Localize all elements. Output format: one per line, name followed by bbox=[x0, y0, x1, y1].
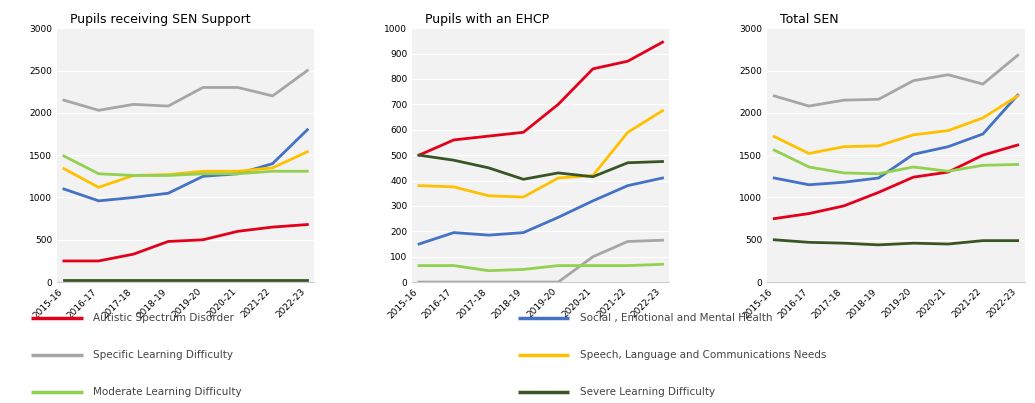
Text: Social , Emotional and Mental Health: Social , Emotional and Mental Health bbox=[580, 313, 772, 323]
Text: Speech, Language and Communications Needs: Speech, Language and Communications Need… bbox=[580, 350, 826, 360]
Text: Total SEN: Total SEN bbox=[780, 12, 838, 26]
Text: Specific Learning Difficulty: Specific Learning Difficulty bbox=[93, 350, 233, 360]
Text: Autistic Spectrum Disorder: Autistic Spectrum Disorder bbox=[93, 313, 234, 323]
Text: Pupils receiving SEN Support: Pupils receiving SEN Support bbox=[69, 12, 250, 26]
Text: Moderate Learning Difficulty: Moderate Learning Difficulty bbox=[93, 387, 242, 397]
Text: Severe Learning Difficulty: Severe Learning Difficulty bbox=[580, 387, 715, 397]
Text: Pupils with an EHCP: Pupils with an EHCP bbox=[425, 12, 550, 26]
